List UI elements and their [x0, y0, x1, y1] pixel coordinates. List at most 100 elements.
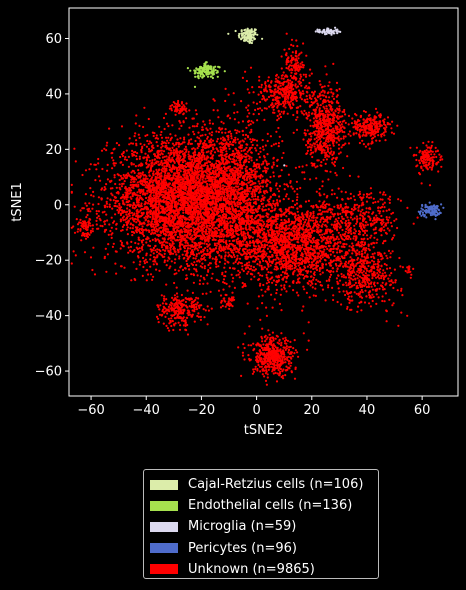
data-point — [145, 166, 148, 169]
data-point — [166, 139, 169, 142]
data-point — [217, 200, 220, 203]
data-point — [206, 282, 209, 285]
data-point — [208, 132, 211, 135]
data-point — [145, 241, 148, 244]
data-point — [206, 66, 209, 69]
data-point — [223, 185, 226, 188]
data-point — [90, 194, 93, 197]
data-point — [182, 141, 185, 144]
data-point — [172, 174, 175, 177]
data-point — [245, 126, 248, 129]
data-point — [160, 231, 163, 234]
data-point — [165, 136, 168, 139]
data-point — [189, 166, 192, 169]
data-point — [146, 139, 149, 143]
data-point — [193, 85, 197, 88]
data-point — [123, 266, 126, 269]
data-point — [95, 223, 98, 226]
data-point — [181, 161, 185, 164]
data-point — [153, 158, 156, 161]
data-point — [198, 71, 201, 74]
data-point — [198, 282, 201, 286]
data-point — [242, 177, 245, 180]
data-point — [236, 201, 239, 204]
data-point — [167, 152, 170, 155]
data-point — [84, 202, 87, 205]
data-point — [216, 137, 219, 141]
data-point — [204, 147, 207, 150]
data-point — [246, 34, 249, 37]
data-point — [140, 211, 143, 215]
data-point — [225, 282, 228, 285]
data-point — [232, 150, 235, 153]
data-point — [224, 131, 227, 134]
data-point — [99, 219, 102, 222]
data-point — [258, 167, 261, 170]
data-point — [213, 165, 216, 169]
data-point — [244, 202, 247, 205]
data-point — [203, 154, 206, 158]
data-point — [170, 208, 173, 211]
data-point — [171, 177, 174, 180]
data-point — [149, 212, 152, 215]
data-point — [255, 139, 259, 142]
data-point — [203, 62, 206, 65]
data-point — [249, 179, 252, 182]
data-point — [262, 160, 265, 163]
data-point — [162, 230, 165, 234]
data-point — [185, 201, 188, 204]
data-point — [179, 219, 182, 222]
data-point — [234, 188, 237, 191]
data-point — [237, 181, 240, 184]
data-point — [192, 226, 195, 229]
data-point — [199, 65, 202, 68]
data-point — [168, 242, 171, 245]
data-point — [141, 230, 144, 234]
data-point — [192, 281, 195, 284]
data-point — [135, 246, 138, 249]
data-point — [133, 207, 136, 210]
data-point — [89, 163, 92, 166]
data-point — [230, 137, 233, 140]
data-point — [436, 213, 439, 217]
data-point — [252, 30, 255, 33]
data-point — [163, 259, 166, 262]
data-point — [201, 224, 204, 227]
data-point — [180, 181, 183, 184]
data-point — [154, 210, 157, 213]
data-point — [170, 219, 173, 223]
data-point — [105, 202, 108, 205]
data-point — [424, 210, 427, 213]
data-point — [92, 195, 95, 198]
data-point — [142, 265, 145, 269]
data-point — [434, 205, 437, 209]
data-point — [155, 178, 158, 181]
data-point — [145, 156, 148, 159]
data-point — [437, 208, 440, 211]
data-point — [215, 140, 219, 143]
data-point — [202, 211, 205, 214]
data-point — [145, 229, 148, 232]
data-point — [120, 209, 124, 212]
data-point — [171, 202, 174, 205]
data-point — [126, 188, 129, 191]
data-point — [173, 194, 176, 197]
data-point — [120, 206, 123, 209]
data-point — [132, 261, 135, 264]
data-point — [142, 256, 145, 260]
data-point — [195, 253, 198, 256]
data-point — [128, 214, 131, 217]
data-point — [140, 190, 143, 193]
data-point — [154, 249, 157, 252]
data-point — [119, 188, 122, 191]
data-point — [135, 178, 138, 181]
data-point — [198, 167, 201, 170]
data-point — [174, 251, 177, 254]
data-point — [148, 179, 151, 182]
data-point — [141, 189, 145, 192]
data-point — [206, 168, 209, 171]
data-point — [309, 178, 312, 181]
data-point — [144, 200, 147, 203]
data-point — [178, 257, 181, 260]
